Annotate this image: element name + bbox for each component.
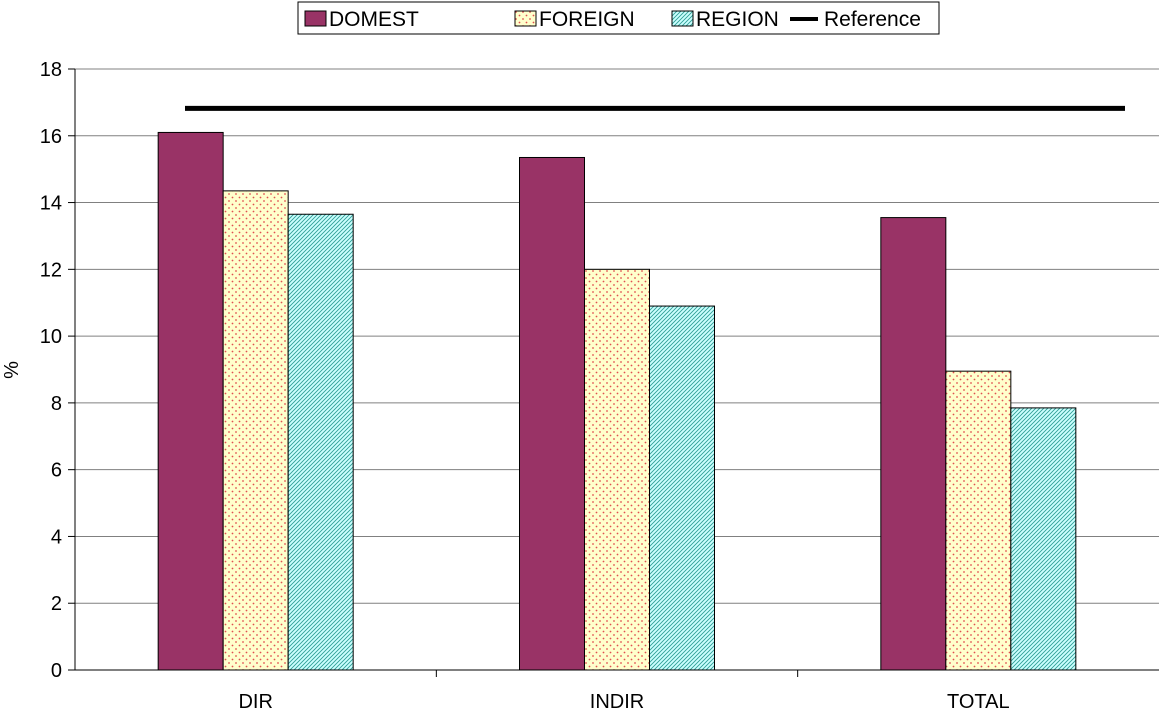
bar-domest-dir [157,131,224,671]
y-axis-label: % [1,361,23,379]
y-tick-label: 14 [40,193,62,215]
x-tick-label: INDIR [590,691,644,713]
axes: 0 2 4 6 8 10 12 14 16 18 DIR INDIR TOTAL [40,59,1159,713]
legend-swatch-foreign [514,10,537,27]
bar-domest-indir [519,156,585,671]
bar-foreign-total [945,370,1012,671]
y-tick-label: 2 [51,593,62,615]
legend-swatch-region [671,10,694,27]
y-tick-label: 10 [40,326,62,348]
legend-label-foreign: FOREIGN [539,8,635,31]
y-tick-label: 16 [40,126,62,148]
bar-foreign-dir [222,190,289,671]
legend-label-region: REGION [696,8,779,31]
bar-foreign-indir [584,268,650,671]
bar-domest-total [880,217,947,671]
x-tick-label: DIR [238,691,272,713]
x-tick-label: TOTAL [947,691,1010,713]
legend-label-reference: Reference [824,8,921,31]
bars [157,131,1077,671]
y-tick-label: 6 [51,460,62,482]
y-tick-label: 8 [51,393,62,415]
legend-swatch-domest [304,10,327,27]
bar-region-dir [287,213,354,671]
y-tick-label: 0 [51,660,62,682]
y-tick-label: 12 [40,259,62,281]
legend-box [297,1,940,35]
bar-region-indir [649,305,715,671]
y-tick-label: 18 [40,59,62,81]
legend-label-domest: DOMEST [329,8,419,31]
bar-region-total [1010,407,1077,671]
legend: DOMEST FOREIGN REGION Reference [297,1,940,35]
y-tick-label: 4 [51,526,62,548]
